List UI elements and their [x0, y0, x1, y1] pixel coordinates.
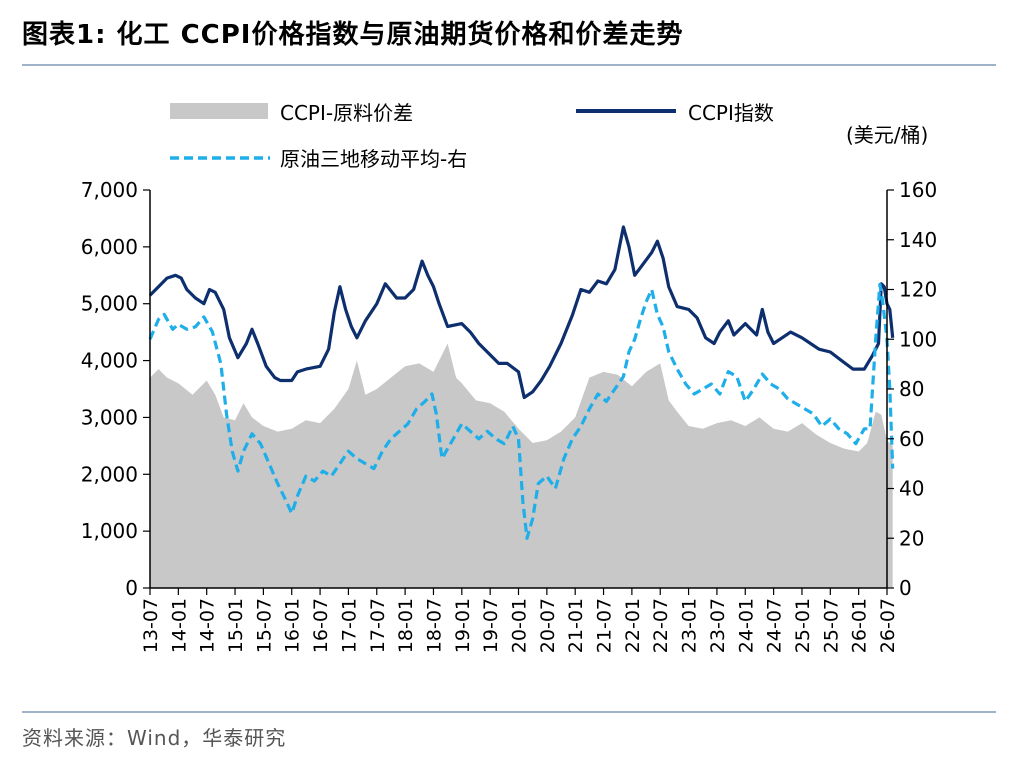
x-tick-label: 23-01 — [679, 598, 701, 653]
y-left-tick-label: 5,000 — [81, 292, 138, 316]
x-tick-label: 25-07 — [820, 598, 842, 653]
x-tick-label: 15-07 — [253, 598, 275, 653]
legend-swatch-spread — [170, 103, 268, 119]
y-right-tick-label: 60 — [899, 427, 924, 451]
x-tick-label: 16-01 — [282, 598, 304, 653]
x-tick-label: 24-01 — [735, 598, 757, 653]
y-left-tick-label: 6,000 — [81, 235, 138, 259]
x-tick-label: 13-07 — [140, 598, 162, 653]
y-right-tick-label: 160 — [899, 178, 937, 202]
y-right-tick-label: 40 — [899, 477, 924, 501]
x-tick-label: 25-01 — [792, 598, 814, 653]
y-right-tick-label: 100 — [899, 327, 937, 351]
y-right-tick-label: 80 — [899, 377, 924, 401]
x-tick-label: 26-07 — [877, 598, 899, 653]
y-right-tick-label: 20 — [899, 526, 924, 550]
footer-divider — [22, 711, 996, 713]
legend-label-ccpi: CCPI指数 — [688, 101, 774, 125]
legend-label-spread: CCPI-原料价差 — [280, 101, 413, 125]
x-tick-label: 17-07 — [367, 598, 389, 653]
x-tick-label: 23-07 — [707, 598, 729, 653]
y-right-tick-label: 140 — [899, 228, 937, 252]
legend: CCPI-原料价差 CCPI指数 原油三地移动平均-右 (美元/桶) — [170, 101, 928, 171]
page-title: 图表1: 化工 CCPI价格指数与原油期货价格和价差走势 — [22, 20, 684, 50]
y-right-tick-label: 0 — [899, 576, 912, 600]
plot-area — [148, 225, 895, 588]
x-tick-label: 26-01 — [849, 598, 871, 653]
x-tick-label: 24-07 — [764, 598, 786, 653]
right-axis-unit: (美元/桶) — [846, 123, 928, 147]
y-left-tick-label: 1,000 — [81, 519, 138, 543]
y-left-tick-label: 4,000 — [81, 349, 138, 373]
y-left-tick-label: 7,000 — [81, 178, 138, 202]
x-tick-label: 17-01 — [338, 598, 360, 653]
source-note: 资料来源：Wind，华泰研究 — [22, 726, 287, 750]
series-ccpi-line — [148, 225, 895, 400]
x-tick-label: 20-07 — [537, 598, 559, 653]
legend-label-oil: 原油三地移动平均-右 — [280, 147, 467, 171]
x-tick-label: 21-01 — [565, 598, 587, 653]
x-tick-label: 15-01 — [225, 598, 247, 653]
x-tick-label: 14-01 — [168, 598, 190, 653]
y-axis-right: 0 20 40 60 80 100 120 140 160 — [886, 178, 937, 600]
x-tick-label: 19-07 — [480, 598, 502, 653]
chart: 13-07 14-01 14-07 15-01 15-07 16-01 16-07 17-01… — [81, 101, 937, 653]
x-tick-label: 21-07 — [594, 598, 616, 653]
x-tick-label: 14-07 — [197, 598, 219, 653]
series-oil-line — [148, 282, 895, 540]
x-tick-label: 22-07 — [650, 598, 672, 653]
y-left-tick-label: 0 — [125, 576, 138, 600]
x-tick-label: 22-01 — [622, 598, 644, 653]
series-spread-area — [150, 343, 893, 588]
title-divider — [22, 64, 996, 66]
y-left-tick-label: 3,000 — [81, 405, 138, 429]
x-tick-label: 16-07 — [310, 598, 332, 653]
y-left-tick-label: 2,000 — [81, 462, 138, 486]
y-axis-left: 0 1,000 2,000 3,000 4,000 5,000 6,000 7,000 — [81, 178, 151, 600]
x-tick-label: 19-01 — [452, 598, 474, 653]
x-axis: 13-07 14-01 14-07 15-01 15-07 16-01 16-07 17-01… — [140, 587, 899, 653]
y-right-tick-label: 120 — [899, 278, 937, 302]
x-tick-label: 18-07 — [423, 598, 445, 653]
x-tick-label: 18-01 — [395, 598, 417, 653]
x-tick-label: 20-01 — [509, 598, 531, 653]
